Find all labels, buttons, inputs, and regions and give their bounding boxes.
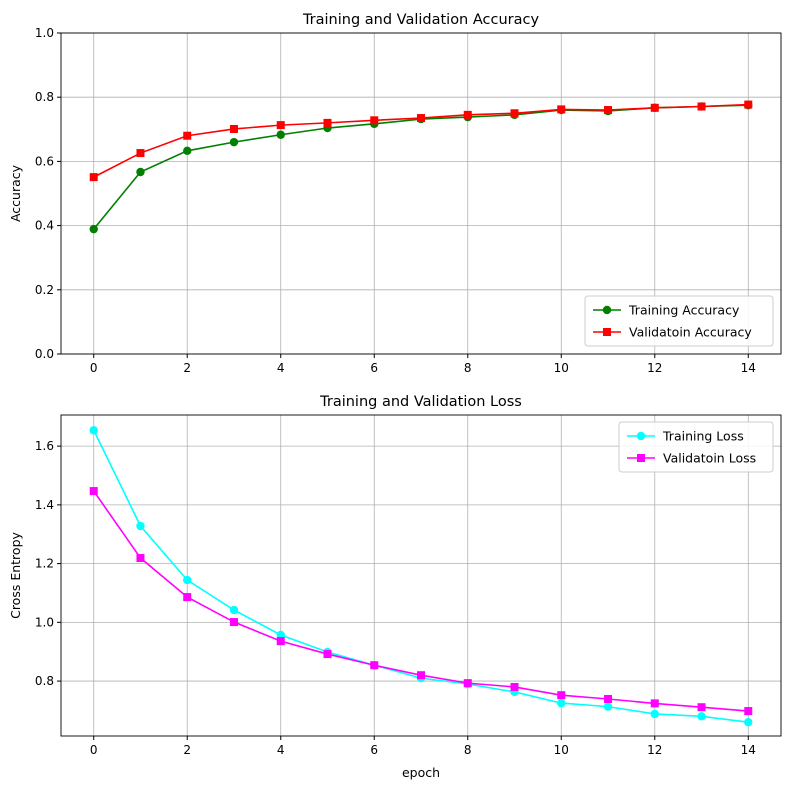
data-point [323, 118, 332, 127]
data-point [417, 671, 425, 680]
y-tick-label: 1.0 [35, 615, 54, 629]
x-tick-label: 2 [183, 743, 191, 757]
x-tick-label: 14 [741, 743, 756, 757]
data-point [417, 114, 425, 123]
x-tick-label: 8 [464, 361, 472, 375]
x-tick-label: 4 [277, 743, 285, 757]
data-point [744, 717, 753, 727]
data-point [276, 637, 285, 646]
legend: Training Loss Validatoin Loss [618, 421, 774, 473]
y-tick-label: 1.6 [35, 439, 54, 453]
data-point [229, 137, 239, 147]
y-tick-label: 0.0 [35, 347, 54, 361]
x-axis-label: epoch [402, 765, 440, 780]
x-tick-label: 0 [90, 361, 98, 375]
y-tick-label: 1.4 [35, 498, 54, 512]
x-tick-label: 8 [464, 743, 472, 757]
y-axis-label: Accuracy [8, 164, 23, 222]
legend-label: Training Loss [662, 429, 744, 444]
axes-2: 0 2 4 6 8 10 12 14 0.8 1.0 1.2 1.4 1.6 Training and V… [8, 394, 782, 780]
data-point [229, 618, 238, 627]
x-tick-label: 0 [90, 743, 98, 757]
data-point [603, 702, 613, 711]
axes-1: 0 2 4 6 8 10 12 14 0.0 0.2 0.4 0.6 0.8 1.0 Training an… [8, 12, 782, 375]
x-tick-label: 6 [370, 361, 378, 375]
data-point [89, 487, 98, 496]
y-axis-label: Cross Entropy [8, 531, 23, 618]
data-point [510, 682, 519, 691]
data-point [557, 698, 566, 708]
legend-label: Validatoin Loss [663, 451, 756, 466]
data-point [136, 521, 145, 531]
legend-marker [636, 431, 646, 441]
data-point [183, 131, 192, 140]
axes-frame [60, 32, 782, 355]
x-tick-label: 4 [277, 361, 285, 375]
data-point [370, 661, 379, 670]
data-point [323, 650, 332, 659]
data-point [89, 224, 98, 234]
x-tick-label: 10 [554, 361, 569, 375]
y-tick-label: 0.6 [35, 154, 54, 168]
data-point [463, 110, 472, 119]
data-point [229, 605, 239, 615]
axes-frame [60, 414, 782, 737]
data-point [650, 699, 659, 708]
data-point [136, 554, 145, 563]
chart-title: Training and Validation Loss [319, 394, 522, 410]
data-point [697, 102, 706, 111]
legend: Training Accuracy Validatoin Accuracy [584, 295, 774, 347]
x-tick-label: 12 [647, 361, 662, 375]
data-point [650, 103, 659, 112]
series-line [93, 104, 749, 230]
data-point [183, 593, 192, 602]
y-tick-label: 0.8 [35, 90, 54, 104]
legend-marker [603, 328, 611, 336]
y-tick-label: 0.4 [35, 219, 54, 233]
data-point [463, 679, 472, 688]
data-point [557, 105, 566, 114]
legend-box [584, 295, 774, 347]
data-point [136, 167, 145, 177]
x-tick-label: 10 [554, 743, 569, 757]
data-point [744, 100, 753, 109]
legend-label: Validatoin Accuracy [629, 325, 752, 340]
data-point [229, 124, 238, 133]
y-tick-label: 1.2 [35, 557, 54, 571]
x-tick-label: 12 [647, 743, 662, 757]
y-tick-label: 0.8 [35, 674, 54, 688]
legend-marker [602, 305, 612, 315]
data-point [276, 121, 285, 130]
chart-title: Training and Validation Accuracy [302, 12, 540, 28]
legend-box [618, 421, 774, 473]
data-point [370, 116, 379, 125]
x-tick-label: 14 [741, 361, 756, 375]
y-tick-label: 1.0 [35, 26, 54, 40]
data-point [744, 707, 753, 716]
legend-label: Training Accuracy [628, 303, 740, 318]
data-point [183, 146, 192, 156]
data-point [650, 709, 659, 719]
data-point [557, 691, 566, 700]
data-point [183, 575, 192, 585]
data-point [697, 712, 706, 721]
x-tick-label: 6 [370, 743, 378, 757]
data-point [136, 149, 145, 158]
data-point [604, 694, 613, 703]
x-tick-label: 2 [183, 361, 191, 375]
legend-marker [637, 454, 645, 462]
y-tick-label: 0.2 [35, 283, 54, 297]
data-point [276, 130, 285, 139]
data-point [697, 703, 706, 712]
data-point [510, 109, 519, 118]
data-point [604, 106, 613, 115]
data-point [276, 630, 285, 640]
data-point [89, 173, 98, 182]
data-point [89, 426, 98, 435]
